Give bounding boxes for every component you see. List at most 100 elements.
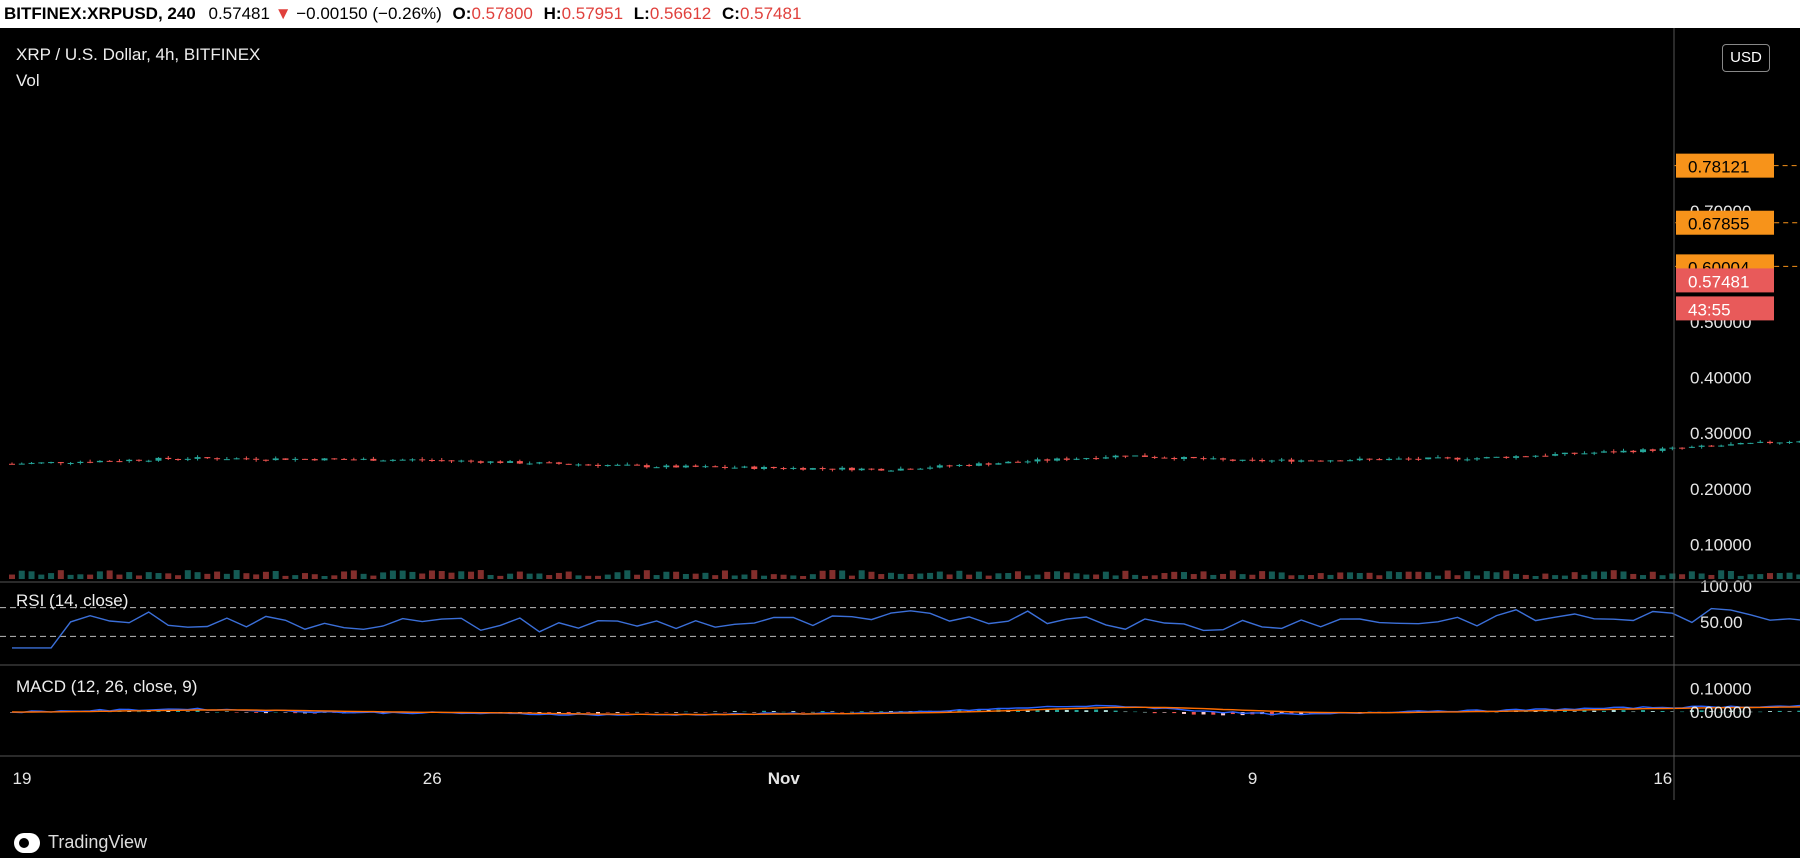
macd-histogram-bar	[1650, 711, 1655, 712]
macd-histogram-bar	[234, 712, 239, 713]
candle-body	[1679, 447, 1686, 449]
candle-body	[116, 461, 123, 463]
volume-bar	[653, 575, 660, 579]
volume-bar	[302, 573, 308, 579]
volume-bar	[751, 570, 758, 579]
volume-bar	[663, 571, 670, 579]
volume-bar	[1493, 572, 1500, 579]
candle-body	[282, 458, 289, 460]
candle-body	[1005, 461, 1012, 464]
volume-bar	[839, 570, 846, 579]
candle-body	[956, 464, 963, 466]
volume-bar	[1405, 571, 1412, 579]
candle-body	[1571, 452, 1578, 454]
close-label: C:	[722, 4, 740, 23]
volume-bar	[468, 571, 475, 579]
candle-body	[1347, 460, 1354, 462]
candle-body	[350, 459, 357, 461]
volume-bar	[145, 572, 152, 579]
macd-histogram-bar	[244, 712, 249, 713]
macd-axis-tick-label: 0.10000	[1690, 679, 1751, 698]
macd-histogram-bar	[1631, 711, 1636, 713]
tradingview-logo[interactable]: TradingView	[14, 832, 147, 853]
candle-body	[1307, 460, 1314, 462]
candle-body	[1132, 455, 1139, 457]
candle-body	[165, 457, 172, 460]
candle-body	[1161, 457, 1168, 459]
macd-histogram-bar	[547, 712, 552, 713]
volume-bar	[1268, 571, 1275, 579]
macd-histogram-bar	[1699, 710, 1704, 712]
candle-body	[409, 459, 416, 461]
volume-bar	[927, 572, 934, 579]
volume-bar	[1425, 572, 1432, 579]
macd-histogram-bar	[1641, 710, 1646, 712]
candle-body	[927, 467, 934, 469]
currency-button[interactable]: USD	[1722, 44, 1770, 72]
candle-body	[907, 468, 914, 470]
price-marker-label: 0.78121	[1688, 158, 1749, 177]
price-chart-svg[interactable]: 0.700000.500000.400000.300000.200000.100…	[0, 28, 1800, 828]
volume-bar	[1415, 571, 1422, 579]
candle-body	[1220, 458, 1227, 460]
candle-body	[995, 463, 1002, 465]
volume-bar	[1600, 571, 1607, 579]
price-axis-tick-label: 0.30000	[1690, 424, 1751, 443]
volume-bar	[1102, 571, 1109, 579]
macd-histogram-bar	[1230, 712, 1235, 715]
candle-body	[966, 464, 973, 466]
volume-bar	[1093, 574, 1100, 579]
time-axis-label: 19	[13, 769, 32, 788]
macd-histogram-bar	[1103, 710, 1108, 712]
volume-bar	[1503, 570, 1510, 579]
candle-body	[1649, 449, 1656, 451]
candle-body	[253, 458, 260, 460]
candle-body	[468, 460, 475, 462]
macd-histogram-bar	[176, 710, 181, 712]
volume-bar	[1571, 572, 1578, 579]
macd-histogram-bar	[644, 712, 649, 713]
candle-body	[1181, 456, 1187, 460]
volume-bar	[1522, 574, 1529, 579]
candle-body	[1669, 447, 1676, 449]
volume-bar	[194, 572, 201, 579]
volume-bar	[1669, 573, 1676, 579]
macd-histogram-bar	[586, 712, 591, 713]
candle-body	[1610, 451, 1617, 453]
volume-bar	[878, 574, 885, 579]
candle-body	[1366, 458, 1373, 460]
rsi-axis-tick-label: 50.00	[1700, 613, 1743, 632]
candle-body	[809, 468, 816, 470]
candle-body	[1659, 448, 1666, 451]
candle-body	[1122, 455, 1129, 457]
macd-histogram-bar	[1572, 711, 1577, 712]
macd-histogram-bar	[625, 712, 630, 713]
macd-histogram-bar	[205, 712, 210, 713]
candle-body	[1239, 459, 1246, 461]
volume-bar	[761, 575, 768, 579]
candle-body	[1561, 452, 1568, 455]
volume-bar	[77, 574, 84, 579]
candle-body	[1376, 459, 1383, 461]
candle-body	[770, 466, 777, 469]
macd-histogram-bar	[224, 711, 229, 713]
volume-legend: Vol	[16, 71, 40, 90]
volume-bar	[595, 575, 601, 579]
candle-body	[1259, 459, 1266, 462]
volume-bar	[1347, 572, 1354, 579]
volume-bar	[1630, 573, 1637, 579]
candle-body	[1552, 454, 1559, 456]
volume-bar	[995, 573, 1002, 579]
candle-body	[38, 462, 45, 464]
volume-bar	[1659, 575, 1666, 579]
high-label: H:	[543, 4, 562, 23]
macd-histogram-bar	[664, 712, 669, 713]
volume-bar	[389, 570, 396, 579]
chart-area[interactable]: 0.700000.500000.400000.300000.200000.100…	[0, 28, 1800, 828]
macd-histogram-bar	[957, 709, 962, 712]
candle-body	[96, 460, 103, 463]
volume-bar	[546, 575, 553, 579]
macd-histogram-bar	[1738, 711, 1743, 713]
candle-body	[223, 459, 230, 461]
volume-bar	[253, 574, 260, 579]
